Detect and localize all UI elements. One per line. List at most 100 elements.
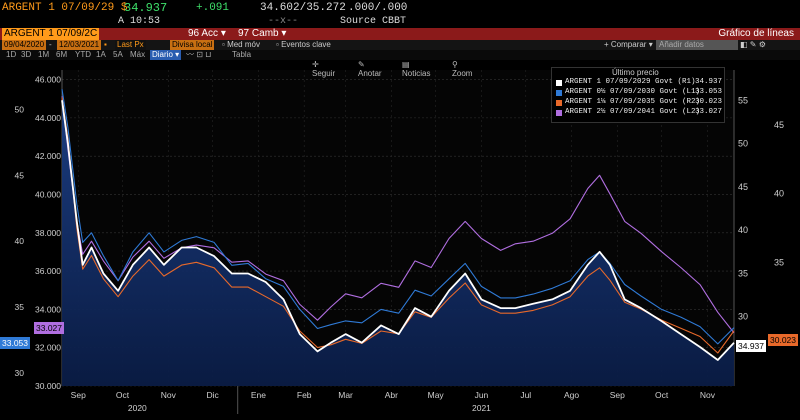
x-tick-label: Nov	[161, 390, 177, 400]
x-tick-label: Jun	[475, 390, 489, 400]
acc-menu[interactable]: 96 Acc ▾	[188, 28, 226, 39]
x-tick-label: Sep	[610, 390, 625, 400]
series-line-r1	[61, 100, 735, 361]
acc-icon: 96	[188, 28, 202, 39]
function-bar: ARGENT 1 07/09/2C 96 Acc ▾ 97 Camb ▾ Grá…	[0, 28, 800, 40]
currency-select[interactable]: Divisa local	[170, 40, 215, 50]
price-chart[interactable]: 30.000 32.000 34.000 36.000 38.000 40.000 42.0…	[0, 60, 800, 420]
x-tick-label: Ene	[251, 390, 266, 400]
period-1a[interactable]: 1A	[96, 50, 106, 59]
y-tick-left-inner: 40	[15, 236, 25, 246]
table-button[interactable]: Tabla	[232, 50, 252, 59]
period-max[interactable]: Máx	[130, 50, 146, 59]
compare-button[interactable]: + Comparar ▾	[604, 40, 653, 49]
y-tick-left-inner: 50	[15, 105, 25, 115]
series-line-l2	[61, 96, 735, 334]
chevron-down-icon: ▾	[220, 28, 226, 39]
quote-header: ARGENT 1 07/09/29 $ 34.937 +.091 34.602/…	[0, 0, 800, 16]
y-tick-left-inner: 45	[15, 170, 25, 180]
x-tick-label: Nov	[700, 390, 716, 400]
x-tick-label: Oct	[116, 390, 130, 400]
x-tick-label: Abr	[385, 390, 398, 400]
y-tick-left-outer: 30.000	[35, 381, 61, 391]
ticker-label[interactable]: ARGENT 1 07/09/29 $	[2, 2, 128, 14]
x-tick-label: Ago	[564, 390, 579, 400]
y-tick-right-inner: 40	[738, 225, 748, 235]
frequency-select[interactable]: Diario ▾	[150, 50, 182, 60]
moving-avg-toggle[interactable]: ▫ Med móv	[222, 40, 260, 49]
annotate-tool[interactable]: ✎ Anotar	[358, 60, 382, 78]
legend-swatch	[556, 100, 562, 106]
y-tick-right-outer: 35	[774, 257, 784, 267]
chart-legend: Último precio ARGENT 1 07/09/2029 Govt (…	[551, 67, 725, 123]
y-tick-right-outer: 45	[774, 120, 784, 130]
y-tick-left-outer: 46.000	[35, 75, 61, 85]
checkbox-icon: ▫	[222, 40, 228, 49]
period-ytd[interactable]: YTD	[75, 50, 91, 59]
legend-swatch	[556, 110, 562, 116]
series-area-r1	[62, 100, 734, 387]
legend-swatch	[556, 90, 562, 96]
key-events-toggle[interactable]: ▫ Eventos clave	[276, 40, 331, 49]
chevron-down-icon: ▾	[175, 50, 180, 59]
y-tick-right-inner: 35	[738, 268, 748, 278]
camb-menu[interactable]: 97 Camb ▾	[238, 28, 287, 39]
quote-dashes: --x--	[268, 16, 299, 27]
zoom-tool[interactable]: ⚲ Zoom	[452, 60, 473, 78]
x-tick-label: Mar	[338, 390, 353, 400]
settings-icons[interactable]: ◧ ✎ ⚙	[740, 40, 766, 49]
date-separator: -	[49, 40, 52, 49]
x-year-label: 2021	[472, 403, 491, 413]
legend-swatch	[556, 80, 562, 86]
price-change: +.091	[196, 2, 230, 14]
legend-entry-l2[interactable]: ARGENT 2½ 07/09/2041 Govt (L2) 33.027	[556, 108, 724, 118]
period-5a[interactable]: 5A	[113, 50, 123, 59]
period-1d[interactable]: 1D	[6, 50, 17, 59]
function-title: Gráfico de líneas	[718, 28, 794, 39]
x-tick-label: May	[428, 390, 445, 400]
legend-value: 33.027	[694, 108, 722, 116]
legend-label: ARGENT 0½ 07/09/2030 Govt (L1)	[565, 88, 701, 96]
calendar-icon[interactable]: ▪	[104, 40, 107, 49]
add-data-input[interactable]: Añadir datos	[656, 40, 738, 50]
pencil-icon: ✎	[358, 60, 365, 69]
y-tick-right-outer: 40	[774, 189, 784, 199]
series-line-r2	[61, 97, 735, 354]
security-field[interactable]: ARGENT 1 07/09/2C	[2, 28, 100, 40]
y-tick-right-inner: 30	[738, 312, 748, 322]
price-source: Source CBBT	[340, 16, 407, 27]
quote-subheader: A 10:53 --x-- Source CBBT	[0, 16, 800, 28]
tag-l1-last: 33.053	[0, 337, 30, 349]
y-tick-right-inner: 55	[738, 95, 748, 105]
y-tick-left-outer: 44.000	[35, 113, 61, 123]
legend-entry-l1[interactable]: ARGENT 0½ 07/09/2030 Govt (L1) 33.053	[556, 88, 724, 98]
legend-value: 34.937	[694, 78, 722, 86]
y-tick-left-outer: 38.000	[35, 228, 61, 238]
bid-ask: 34.602/35.272	[260, 2, 346, 14]
tag-l2-last: 33.027	[34, 322, 64, 334]
legend-value: 30.023	[694, 98, 722, 106]
legend-entry-r2[interactable]: ARGENT 1⅛ 07/09/2035 Govt (R2) 30.023	[556, 98, 724, 108]
end-date-field[interactable]: 12/03/2021	[57, 40, 102, 50]
x-tick-label: Oct	[655, 390, 669, 400]
period-6m[interactable]: 6M	[56, 50, 68, 59]
follow-tool[interactable]: ✛ Seguir	[312, 60, 336, 78]
y-tick-right-inner: 45	[738, 182, 748, 192]
area-fill	[62, 100, 734, 387]
tag-r2-last: 30.023	[768, 334, 798, 346]
series-lines	[61, 89, 735, 361]
bid-ask-sizes: .000/.000	[348, 2, 408, 14]
legend-entry-r1[interactable]: ARGENT 1 07/09/2029 Govt (R1) 34.937	[556, 78, 724, 88]
chart-type-icons[interactable]: 〰 ⊡ ⊔	[186, 50, 212, 59]
period-1m[interactable]: 1M	[38, 50, 50, 59]
price-field-select[interactable]: Last Px	[115, 40, 146, 50]
legend-value: 33.053	[694, 88, 722, 96]
start-date-field[interactable]: 09/04/2020	[2, 40, 47, 50]
legend-header: Último precio	[612, 68, 659, 77]
news-tool[interactable]: ▤ Noticias	[402, 60, 431, 78]
y-tick-left-outer: 42.000	[35, 151, 61, 161]
y-tick-left-outer: 32.000	[35, 343, 61, 353]
period-3d[interactable]: 3D	[21, 50, 32, 59]
period-bar: 1D 3D 1M 6M YTD 1A 5A Máx Diario ▾ 〰 ⊡ ⊔…	[0, 50, 800, 60]
plus-icon: +	[604, 40, 611, 49]
